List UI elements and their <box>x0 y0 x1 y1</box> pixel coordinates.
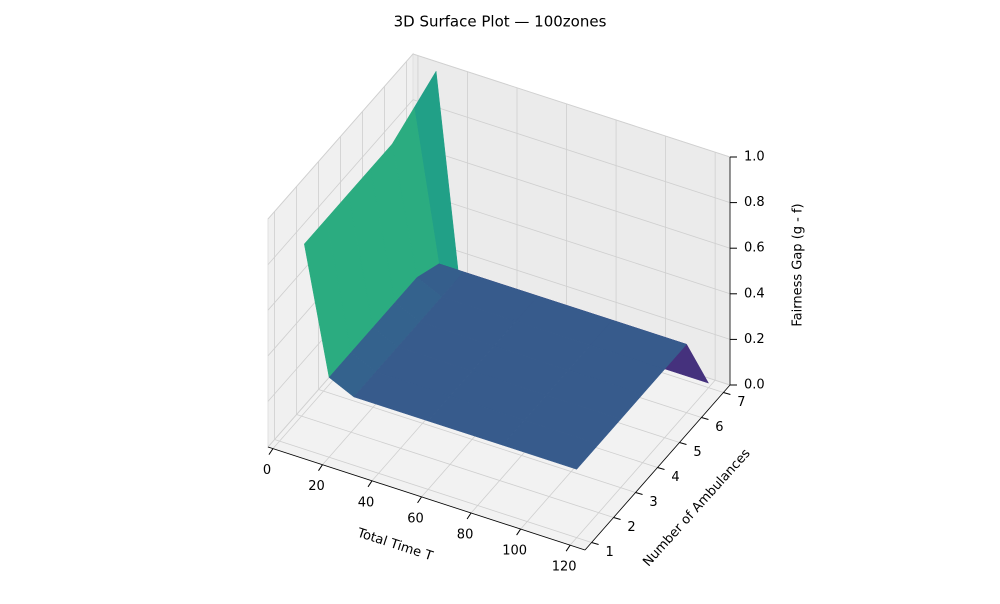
grid-line <box>274 439 592 543</box>
x-tick-label: 100 <box>502 544 527 559</box>
grid-line <box>318 389 636 493</box>
y-tick <box>613 517 621 520</box>
y-tick <box>657 467 665 470</box>
y-tick-label: 7 <box>737 395 745 410</box>
y-tick <box>701 417 709 420</box>
x-tick <box>417 496 422 504</box>
x-tick-label: 40 <box>358 495 375 510</box>
x-tick-label: 0 <box>263 463 271 478</box>
grid-line <box>267 99 414 265</box>
z-tick-label: 0.4 <box>744 286 765 301</box>
x-tick-label: 60 <box>407 511 424 526</box>
y-tick-label: 3 <box>649 495 657 510</box>
y-tick <box>635 492 643 495</box>
y-tick <box>723 392 731 395</box>
x-tick <box>516 528 522 536</box>
y-tick <box>679 442 687 445</box>
z-tick-label: 1.0 <box>744 150 765 165</box>
y-tick-label: 2 <box>627 520 635 535</box>
z-tick-label: 0.2 <box>744 332 765 347</box>
x-tick <box>367 480 373 488</box>
x-axis-label: Total Time T <box>354 525 434 564</box>
grid-line <box>412 190 731 295</box>
x-axis <box>267 446 586 551</box>
x-tick <box>466 512 472 520</box>
x-tick-label: 120 <box>552 560 577 575</box>
z-tick-label: 0.6 <box>744 241 765 256</box>
z-tick-label: 0.0 <box>744 378 765 393</box>
grid-line <box>412 53 731 158</box>
y-tick-label: 6 <box>715 420 723 435</box>
x-tick <box>565 544 571 552</box>
x-tick-label: 80 <box>457 527 474 542</box>
y-tick-label: 5 <box>693 445 701 460</box>
grid-line <box>412 144 731 249</box>
surface-face <box>501 419 600 470</box>
y-tick-label: 1 <box>605 545 613 560</box>
grid-line <box>267 53 414 220</box>
x-tick <box>268 448 274 455</box>
y-tick <box>591 542 599 545</box>
grid-line <box>412 99 731 203</box>
y-tick-label: 4 <box>671 470 679 485</box>
z-axis-label: Fairness Gap (g - f) <box>791 203 806 326</box>
grid-line <box>296 414 614 518</box>
grid-line <box>412 236 731 340</box>
x-tick-label: 20 <box>308 479 325 494</box>
y-axis <box>584 384 731 551</box>
x-tick <box>318 464 323 471</box>
chart-title: 3D Surface Plot — 100zones <box>394 13 607 31</box>
z-tick-label: 0.8 <box>744 195 765 210</box>
